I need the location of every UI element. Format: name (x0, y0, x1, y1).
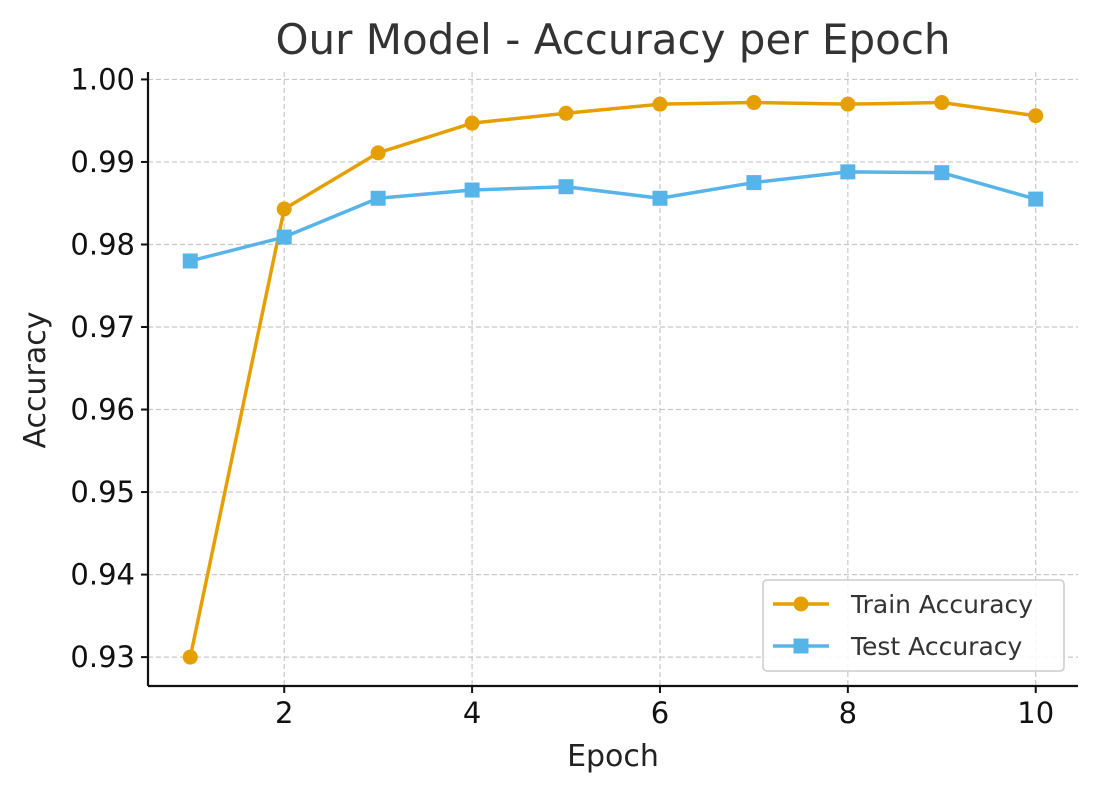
legend-label: Train Accuracy (850, 590, 1033, 619)
chart-title: Our Model - Accuracy per Epoch (275, 15, 950, 64)
data-point (370, 190, 386, 206)
series-test-accuracy (182, 164, 1044, 269)
data-point (840, 96, 856, 112)
series-layer (182, 95, 1044, 665)
data-point (182, 649, 198, 665)
x-tick-label: 4 (463, 696, 481, 730)
grid (148, 72, 1078, 686)
legend: Train Accuracy Test Accuracy (762, 579, 1065, 672)
y-tick-label: 0.96 (70, 393, 135, 427)
y-axis-label: Accuracy (18, 312, 53, 449)
legend-square-marker (793, 638, 809, 654)
legend-label: Test Accuracy (850, 632, 1023, 661)
data-point (746, 95, 762, 111)
data-point (464, 182, 480, 198)
y-tick-label: 1.00 (70, 62, 135, 96)
data-point (934, 165, 950, 181)
data-point (840, 164, 856, 180)
data-point (934, 95, 950, 111)
x-tick-label: 8 (839, 696, 857, 730)
data-point (746, 175, 762, 191)
data-point (652, 190, 668, 206)
data-point (370, 145, 386, 161)
data-point (558, 105, 574, 121)
series-line (188, 100, 1036, 658)
data-point (1028, 191, 1044, 207)
series-line (189, 170, 1037, 263)
x-axis-label: Epoch (567, 739, 659, 774)
x-tick-label: 10 (1017, 696, 1054, 730)
legend-entry: Test Accuracy (773, 632, 1023, 661)
data-point (558, 179, 574, 195)
legend-box (762, 579, 1065, 672)
y-tick-label: 0.94 (70, 558, 135, 592)
data-point (182, 253, 198, 269)
series-train-accuracy (182, 95, 1044, 665)
data-point (276, 201, 292, 217)
y-tick-label: 0.97 (70, 310, 135, 344)
x-tick-label: 6 (651, 696, 669, 730)
y-tick-label: 0.99 (70, 145, 135, 179)
legend-circle-marker (793, 596, 809, 612)
data-point (464, 115, 480, 131)
legend-entry: Train Accuracy (773, 590, 1033, 619)
data-point (276, 229, 292, 245)
x-tick-label: 2 (275, 696, 293, 730)
y-tick-label: 0.93 (70, 640, 135, 674)
data-point (652, 96, 668, 112)
axes: 2 4 6 8 10 0.93 0.94 0.95 0.96 0.97 0.98 0.99 1.00 (70, 62, 1078, 730)
data-point (1028, 108, 1044, 124)
y-tick-label: 0.98 (70, 227, 135, 261)
y-tick-label: 0.95 (70, 475, 135, 509)
